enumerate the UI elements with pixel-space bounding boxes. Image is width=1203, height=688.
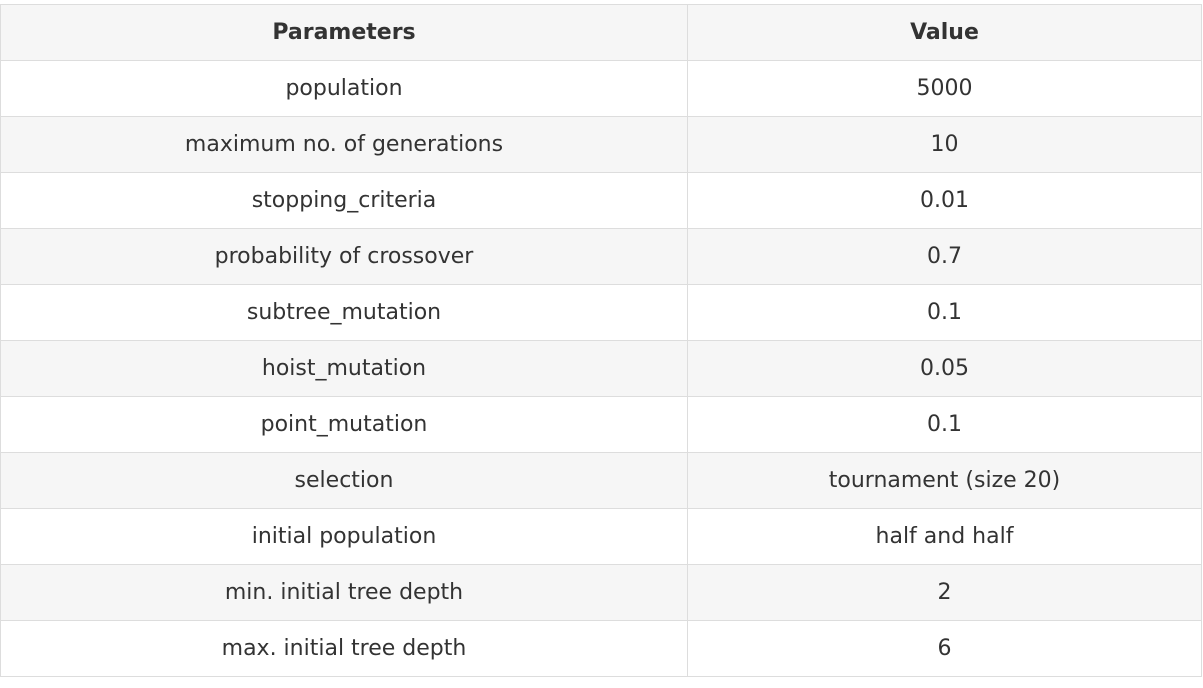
value-cell: 10 bbox=[687, 116, 1202, 173]
table-body: population 5000 maximum no. of generatio… bbox=[0, 60, 1202, 677]
parameter-cell: min. initial tree depth bbox=[0, 564, 688, 621]
value-cell: 2 bbox=[687, 564, 1202, 621]
parameter-cell: subtree_mutation bbox=[0, 284, 688, 341]
table-row: population 5000 bbox=[0, 60, 1202, 117]
parameters-table-container: Parameters Value population 5000 maximum… bbox=[0, 4, 1202, 677]
table-row: stopping_criteria 0.01 bbox=[0, 172, 1202, 229]
parameter-cell: maximum no. of generations bbox=[0, 116, 688, 173]
parameter-cell: point_mutation bbox=[0, 396, 688, 453]
table-header: Parameters Value bbox=[0, 4, 1202, 61]
table-row: probability of crossover 0.7 bbox=[0, 228, 1202, 285]
table-row: selection tournament (size 20) bbox=[0, 452, 1202, 509]
value-cell: half and half bbox=[687, 508, 1202, 565]
table-row: initial population half and half bbox=[0, 508, 1202, 565]
parameter-cell: stopping_criteria bbox=[0, 172, 688, 229]
value-cell: 0.7 bbox=[687, 228, 1202, 285]
value-cell: tournament (size 20) bbox=[687, 452, 1202, 509]
header-parameters: Parameters bbox=[0, 4, 688, 61]
parameter-cell: max. initial tree depth bbox=[0, 620, 688, 677]
value-cell: 6 bbox=[687, 620, 1202, 677]
header-value: Value bbox=[687, 4, 1202, 61]
value-cell: 0.1 bbox=[687, 284, 1202, 341]
table-row: point_mutation 0.1 bbox=[0, 396, 1202, 453]
header-row: Parameters Value bbox=[0, 4, 1202, 61]
parameter-cell: selection bbox=[0, 452, 688, 509]
table-row: maximum no. of generations 10 bbox=[0, 116, 1202, 173]
parameter-cell: hoist_mutation bbox=[0, 340, 688, 397]
parameter-cell: probability of crossover bbox=[0, 228, 688, 285]
parameters-table: Parameters Value population 5000 maximum… bbox=[0, 4, 1202, 677]
value-cell: 0.01 bbox=[687, 172, 1202, 229]
parameter-cell: population bbox=[0, 60, 688, 117]
table-row: hoist_mutation 0.05 bbox=[0, 340, 1202, 397]
value-cell: 5000 bbox=[687, 60, 1202, 117]
parameter-cell: initial population bbox=[0, 508, 688, 565]
table-row: min. initial tree depth 2 bbox=[0, 564, 1202, 621]
table-row: subtree_mutation 0.1 bbox=[0, 284, 1202, 341]
value-cell: 0.1 bbox=[687, 396, 1202, 453]
value-cell: 0.05 bbox=[687, 340, 1202, 397]
table-row: max. initial tree depth 6 bbox=[0, 620, 1202, 677]
